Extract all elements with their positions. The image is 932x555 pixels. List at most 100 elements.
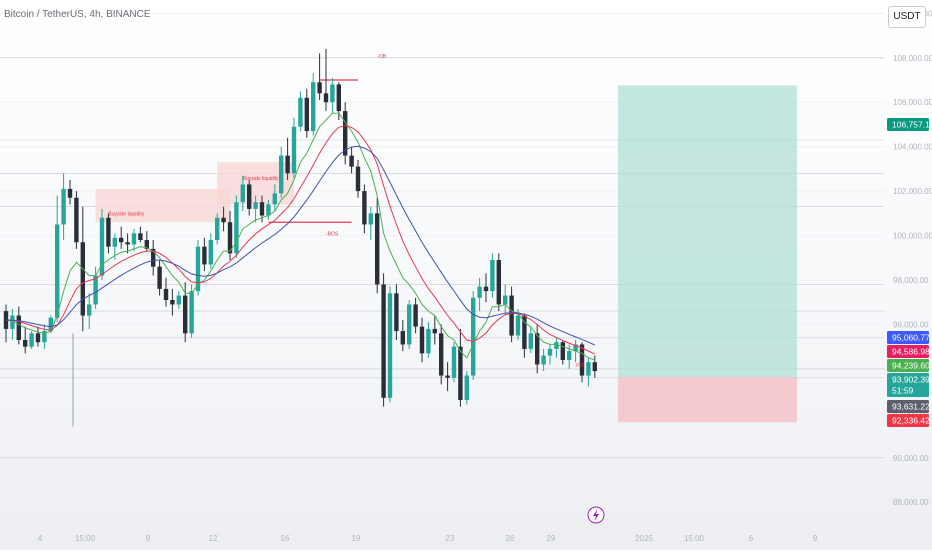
candle-body: [202, 246, 207, 265]
candle-body: [547, 348, 553, 356]
candle-body: [259, 202, 265, 216]
candle-body: [439, 333, 444, 376]
candle-body: [151, 248, 156, 267]
candle-body: [522, 315, 527, 349]
chart-title: Bitcoin / TetherUS, 4h, BINANCE: [4, 9, 151, 20]
candle-body: [567, 351, 572, 360]
y-axis-tick-label: 88,000.00: [893, 498, 929, 507]
price-badge: [887, 400, 929, 413]
candle-body: [272, 193, 277, 205]
candle-body: [48, 317, 53, 332]
price-badge: [887, 118, 929, 131]
candle-body: [131, 233, 137, 245]
candle-body: [93, 275, 98, 305]
candle-body: [215, 217, 220, 240]
y-axis-tick-label: 90,000.00: [893, 454, 929, 463]
candle-body: [163, 288, 169, 300]
price-badge: [887, 373, 929, 386]
price-badge: [887, 384, 929, 397]
candle-body: [291, 126, 297, 174]
price-badge-label: 92,336.42: [892, 416, 930, 426]
ema-mid-line: [5, 125, 596, 355]
y-axis-tick-label: 100,000.00: [893, 232, 932, 241]
candle-body: [119, 237, 124, 243]
candle-body: [579, 344, 585, 376]
candle-body: [535, 333, 540, 365]
x-axis-tick-label: 6: [749, 534, 754, 543]
chart-annotation: Buyside liquidity: [243, 176, 279, 182]
ema-fast-line: [5, 112, 595, 361]
price-badge-label: 94,239.60: [892, 361, 930, 371]
candle-body: [586, 362, 591, 376]
candle-body: [298, 97, 303, 127]
candle-body: [432, 328, 437, 334]
price-badge-label: 51:59: [892, 386, 914, 396]
x-axis-tick-label: 4: [38, 534, 43, 543]
chart-annotation: sSS: [576, 363, 586, 369]
candle-body: [477, 286, 482, 298]
candle-body: [279, 155, 284, 194]
candle-body: [343, 111, 348, 156]
candle-body: [451, 346, 457, 378]
candle-body: [23, 340, 28, 347]
y-axis-tick-label: 102,000.00: [893, 187, 932, 196]
candle-body: [208, 240, 213, 265]
candle-body: [592, 362, 597, 372]
y-axis-tick-label: 96,000.00: [893, 320, 929, 329]
candle-body: [61, 188, 66, 225]
candle-body: [247, 184, 252, 209]
candle-body: [336, 84, 341, 112]
candle-body: [483, 286, 489, 292]
ema-slow-line: [5, 145, 596, 346]
candle-body: [419, 326, 425, 354]
x-axis-tick-label: 15:00: [75, 534, 96, 543]
candle-body: [503, 295, 508, 305]
candle-body: [221, 217, 226, 223]
y-axis-tick-label: 92,000.00: [893, 409, 929, 418]
candle-body: [349, 155, 354, 167]
x-axis-tick-label: 26: [506, 534, 515, 543]
candle-body: [362, 191, 367, 225]
candle-body: [106, 217, 111, 247]
candle-body: [394, 293, 399, 332]
candle-body: [317, 82, 322, 94]
candle-body: [285, 155, 290, 174]
x-axis-tick-label: 15:00: [684, 534, 705, 543]
price-badge-label: 106,757.14: [892, 120, 932, 130]
candle-body: [387, 293, 393, 398]
candle-body: [67, 188, 73, 198]
candle-body: [157, 266, 162, 289]
x-axis-tick-label: 16: [281, 534, 290, 543]
candle-body: [375, 213, 380, 285]
price-badge-label: 93,631.22: [892, 402, 930, 412]
candle-body: [426, 328, 431, 354]
currency-button[interactable]: USDT: [888, 6, 926, 28]
candle-body: [323, 93, 329, 103]
candle-body: [240, 184, 245, 203]
candle-body: [195, 246, 201, 292]
candle-body: [400, 331, 405, 345]
candle-body: [189, 291, 194, 334]
price-badge-label: 93,902.39: [892, 375, 930, 385]
candle-body: [330, 84, 335, 103]
candle-body: [170, 300, 175, 305]
candle-body: [381, 284, 386, 398]
candle-body: [16, 315, 21, 340]
chart-annotation: -OB: [377, 54, 387, 60]
candle-body: [445, 375, 450, 378]
lightning-icon-glyph: [593, 509, 599, 521]
candle-body: [144, 240, 149, 249]
candle-body: [266, 204, 271, 216]
x-axis-tick-label: 2025: [635, 534, 653, 543]
y-axis-tick-label: 104,000.00: [893, 143, 932, 152]
take-profit-zone[interactable]: [618, 85, 797, 378]
candle-body: [407, 304, 412, 345]
candle-body: [234, 202, 239, 254]
x-axis-tick-label: 9: [813, 534, 818, 543]
candle-body: [458, 346, 463, 400]
stop-loss-zone[interactable]: [618, 377, 797, 423]
chart-annotation: -BOS: [326, 232, 339, 238]
candle-body: [311, 82, 316, 132]
